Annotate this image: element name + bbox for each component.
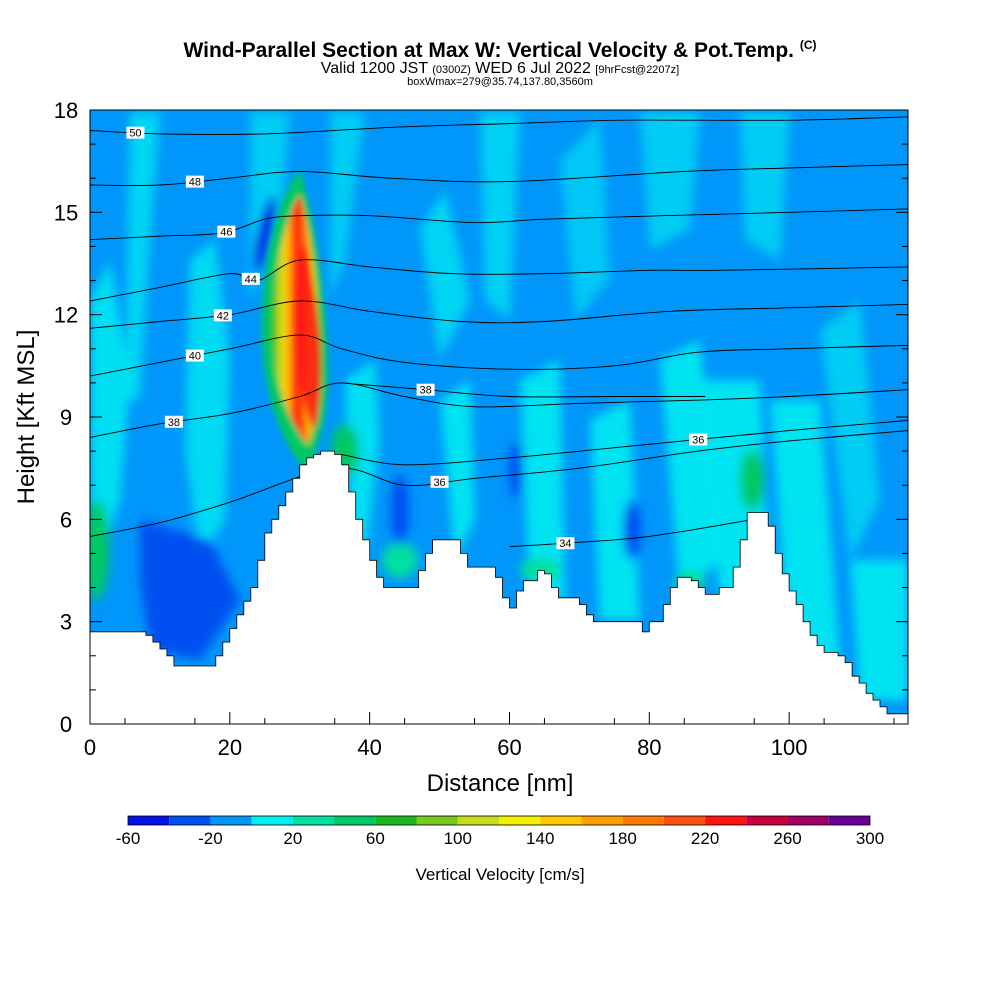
velocity-features bbox=[90, 112, 908, 700]
colorbar-tick-label: 220 bbox=[691, 829, 719, 848]
contour-label-48: 48 bbox=[185, 175, 204, 189]
terrain-profile bbox=[89, 450, 909, 725]
colorbar-swatch bbox=[787, 816, 829, 825]
contour-label-36: 36 bbox=[689, 433, 708, 447]
y-tick-label: 12 bbox=[54, 303, 78, 328]
contour-label-42: 42 bbox=[213, 309, 232, 322]
colorbar-tick-label: 60 bbox=[366, 829, 385, 848]
x-tick-label: 80 bbox=[637, 735, 661, 760]
colorbar-swatch bbox=[416, 816, 458, 825]
svg-text:50: 50 bbox=[129, 128, 141, 140]
svg-text:34: 34 bbox=[559, 538, 571, 550]
colorbar-swatch bbox=[622, 816, 664, 825]
colorbar-swatch bbox=[292, 816, 335, 825]
svg-text:40: 40 bbox=[189, 351, 201, 363]
colorbar-swatch bbox=[334, 816, 376, 825]
y-tick-label: 18 bbox=[54, 98, 78, 123]
colorbar-swatch bbox=[828, 816, 870, 825]
valid-prefix: Valid 1200 JST bbox=[320, 60, 428, 77]
svg-text:38: 38 bbox=[168, 417, 180, 429]
colorbar-tick-label: 300 bbox=[856, 829, 884, 848]
theta-contour-40 bbox=[90, 334, 908, 377]
theta-contour-38 bbox=[90, 382, 908, 438]
colorbar-swatch bbox=[210, 816, 252, 825]
colorbar-swatch bbox=[705, 816, 747, 825]
y-axis-label: Height [Kft MSL] bbox=[13, 330, 40, 505]
forecast-info: [9hrFcst@2207z] bbox=[595, 64, 680, 76]
contour-label-40: 40 bbox=[185, 349, 204, 363]
y-tick-label: 9 bbox=[60, 405, 72, 430]
terrain-mask bbox=[89, 450, 909, 725]
x-tick-label: 60 bbox=[497, 735, 521, 760]
updraft-core bbox=[262, 170, 329, 470]
svg-text:48: 48 bbox=[189, 177, 201, 189]
valid-utc: (0300Z) bbox=[432, 64, 471, 76]
x-tick-label: 0 bbox=[84, 735, 96, 760]
theta-contour-36 bbox=[341, 419, 908, 466]
colorbar-label: Vertical Velocity [cm/s] bbox=[415, 865, 584, 884]
contour-label-44: 44 bbox=[241, 272, 260, 286]
colorbar-swatch bbox=[457, 816, 499, 825]
x-tick-label: 20 bbox=[218, 735, 242, 760]
colorbar-tick-label: 140 bbox=[526, 829, 554, 848]
valid-time: Valid 1200 JST (0300Z) WED 6 Jul 2022 [9… bbox=[0, 60, 1000, 78]
theta-contour-34 bbox=[509, 518, 755, 548]
box-info: boxWmax=279@35.74,137.80,3560m bbox=[407, 76, 593, 88]
colorbar-swatch bbox=[663, 816, 706, 825]
colorbar-tick-label: -20 bbox=[198, 829, 223, 848]
contour-label-36: 36 bbox=[430, 475, 449, 489]
colorbar-swatch bbox=[499, 816, 541, 825]
svg-text:38: 38 bbox=[419, 385, 431, 397]
contour-label-50: 50 bbox=[126, 126, 145, 140]
colorbar-swatch bbox=[128, 816, 170, 825]
colorbar-tick-label: 180 bbox=[608, 829, 636, 848]
svg-text:42: 42 bbox=[217, 310, 229, 322]
y-tick-label: 6 bbox=[60, 507, 72, 532]
svg-text:46: 46 bbox=[220, 227, 232, 239]
colorbar-swatch bbox=[251, 816, 293, 825]
x-axis-label: Distance [nm] bbox=[427, 770, 574, 797]
contour-labels: 34 36 36 38 38 40 42 44 46 48 50 bbox=[126, 126, 708, 550]
colorbar-tick-label: 20 bbox=[283, 829, 302, 848]
y-tick-label: 15 bbox=[54, 200, 78, 225]
theta-contour-50 bbox=[90, 116, 908, 135]
x-tick-label: 40 bbox=[357, 735, 381, 760]
contour-label-46: 46 bbox=[217, 225, 236, 239]
y-tick-label: 0 bbox=[60, 712, 72, 737]
valid-date: WED 6 Jul 2022 bbox=[475, 60, 591, 77]
copyright-mark: (C) bbox=[799, 38, 817, 52]
colorbar-swatch bbox=[375, 816, 417, 825]
colorbar-swatch bbox=[169, 816, 211, 825]
colorbar-frame bbox=[127, 815, 871, 826]
contour-label-34: 34 bbox=[556, 537, 575, 550]
theta-contour-42 bbox=[90, 300, 908, 329]
x-tick-label: 100 bbox=[771, 735, 808, 760]
svg-text:44: 44 bbox=[245, 274, 257, 286]
contour-label-38: 38 bbox=[164, 415, 183, 429]
colorbar-tick-label: 260 bbox=[773, 829, 801, 848]
colorbar-swatch bbox=[581, 816, 623, 825]
svg-text:36: 36 bbox=[692, 435, 704, 447]
theta-contour-38 bbox=[341, 382, 706, 398]
colorbar-tick-label: 100 bbox=[444, 829, 472, 848]
theta-contour-44 bbox=[90, 259, 908, 302]
colorbar: -60 -20 20 60 100 140 180 220 260 300 bbox=[116, 815, 884, 848]
contour-label-38: 38 bbox=[416, 383, 435, 397]
colorbar-swatch bbox=[540, 816, 582, 825]
title-text: Wind-Parallel Section at Max W: Vertical… bbox=[183, 39, 794, 62]
svg-text:36: 36 bbox=[433, 477, 445, 489]
x-axis: 0 20 40 60 80 100 bbox=[84, 712, 895, 760]
theta-contour-36 bbox=[90, 430, 908, 537]
colorbar-tick-label: -60 bbox=[116, 829, 141, 848]
y-tick-label: 3 bbox=[60, 610, 72, 635]
chart-title: Wind-Parallel Section at Max W: Vertical… bbox=[0, 38, 1000, 63]
colorbar-swatch bbox=[746, 816, 788, 825]
